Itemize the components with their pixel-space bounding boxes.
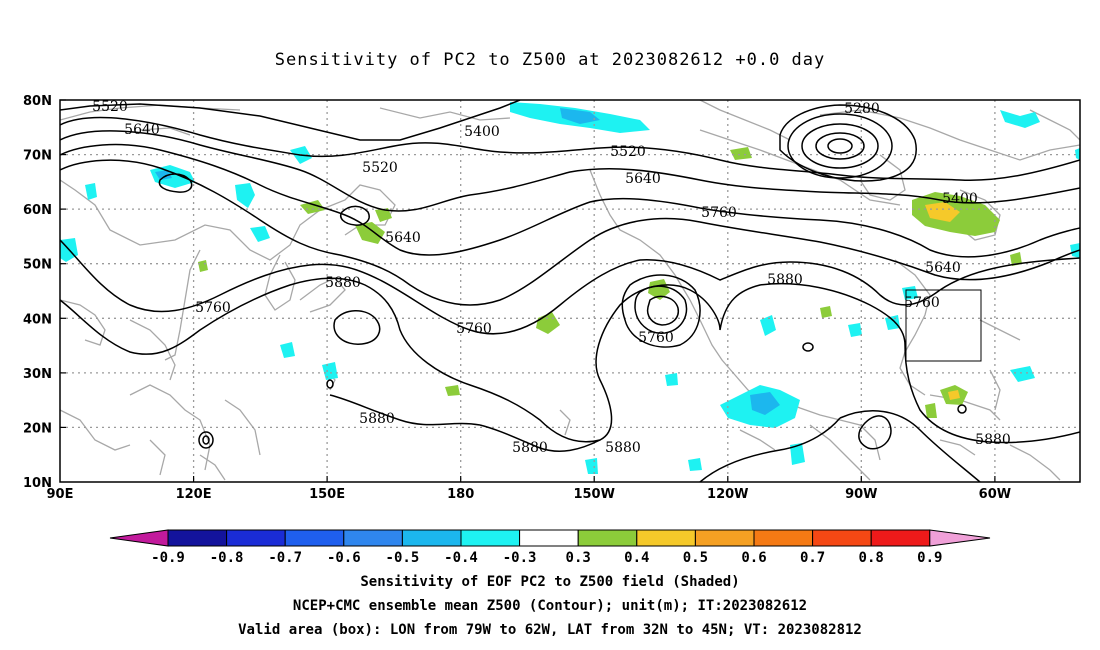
lat-label: 20N	[23, 421, 52, 436]
contour-label: 5640	[625, 171, 661, 187]
caption-line-3: Valid area (box): LON from 79W to 62W, L…	[238, 622, 862, 638]
contour-label: 5760	[638, 330, 674, 346]
contour-label: 5520	[362, 160, 398, 176]
contour-label: 5880	[325, 275, 361, 291]
colorbar-high-arrow	[929, 529, 991, 547]
map-frame	[59, 99, 1081, 483]
lat-label: 70N	[23, 149, 52, 164]
lon-label: 90E	[47, 487, 74, 502]
colorbar-label: -0.4	[444, 550, 478, 566]
caption-line-2: NCEP+CMC ensemble mean Z500 (Contour); u…	[292, 598, 808, 614]
colorbar-segment	[753, 529, 814, 547]
longitude-labels: 90E 120E 150E 180 150W 120W 90W 60W	[47, 487, 1012, 502]
contour-label: 5760	[904, 295, 940, 311]
map-area: 5520 5640 5400 5280 5520 5520 5640 5640 …	[60, 99, 1080, 482]
colorbar-segment	[284, 529, 345, 547]
colorbar-segment	[636, 529, 696, 547]
contour-label: 5640	[385, 230, 421, 246]
contour-label: 5880	[767, 272, 803, 288]
lon-label: 150W	[573, 487, 614, 502]
contour-label: 5280	[844, 101, 880, 117]
contour-label: 5400	[464, 124, 500, 140]
lat-label: 80N	[23, 94, 52, 109]
map-title: Sensitivity of PC2 to Z500 at 2023082612…	[274, 50, 826, 70]
lat-label: 50N	[23, 258, 52, 273]
contour-labels: 5520 5640 5400 5280 5520 5520 5640 5640 …	[92, 99, 1011, 456]
colorbar-label: -0.6	[327, 550, 361, 566]
contour-label: 5760	[456, 321, 492, 337]
colorbar: -0.9 -0.8 -0.7 -0.6 -0.5 -0.4 -0.3 0.3 0…	[109, 529, 991, 566]
colorbar-segment	[343, 529, 403, 547]
colorbar-low-arrow	[109, 529, 169, 547]
colorbar-label: 0.8	[859, 550, 884, 566]
lat-label: 10N	[23, 476, 52, 491]
lat-label: 60N	[23, 203, 52, 218]
contour-label: 5640	[925, 260, 961, 276]
colorbar-label: -0.8	[210, 550, 244, 566]
latitude-labels: 80N 70N 60N 50N 40N 30N 20N 10N	[23, 94, 52, 491]
colorbar-label: 0.9	[917, 550, 942, 566]
colorbar-segment	[519, 529, 579, 547]
contour-label: 5520	[610, 144, 646, 160]
contour-label: 5880	[512, 440, 548, 456]
caption-line-1: Sensitivity of EOF PC2 to Z500 field (Sh…	[360, 574, 740, 590]
colorbar-label: 0.7	[800, 550, 825, 566]
lon-label: 150E	[309, 487, 345, 502]
colorbar-segment	[577, 529, 638, 547]
colorbar-segment	[460, 529, 521, 547]
colorbar-segment	[226, 529, 286, 547]
colorbar-segment	[401, 529, 462, 547]
colorbar-segment	[812, 529, 872, 547]
z500-contours	[60, 100, 1080, 482]
colorbar-label: 0.3	[566, 550, 591, 566]
lon-label: 120W	[707, 487, 748, 502]
sensitivity-shading	[60, 102, 1080, 474]
contour-label: 5880	[605, 440, 641, 456]
lat-label: 40N	[23, 312, 52, 327]
lat-label: 30N	[23, 367, 52, 382]
contour-label: 5400	[942, 191, 978, 207]
valid-area-box	[905, 289, 982, 362]
colorbar-label: -0.7	[268, 550, 302, 566]
colorbar-segment	[167, 529, 228, 547]
lon-label: 180	[447, 487, 474, 502]
colorbar-segment	[694, 529, 755, 547]
contour-label: 5760	[701, 205, 737, 221]
colorbar-label: 0.4	[624, 550, 649, 566]
colorbar-label: -0.3	[503, 550, 537, 566]
colorbar-segment	[870, 529, 931, 547]
colorbar-label: 0.5	[683, 550, 708, 566]
colorbar-label: 0.6	[741, 550, 766, 566]
contour-label: 5880	[359, 411, 395, 427]
contour-label: 5880	[975, 432, 1011, 448]
contour-label: 5640	[124, 122, 160, 138]
lon-label: 60W	[979, 487, 1011, 502]
axis-ticks	[60, 99, 996, 482]
contour-label: 5520	[92, 99, 128, 115]
lon-label: 90W	[845, 487, 877, 502]
contour-label: 5760	[195, 300, 231, 316]
lon-label: 120E	[176, 487, 212, 502]
colorbar-label: -0.9	[151, 550, 185, 566]
colorbar-label: -0.5	[386, 550, 420, 566]
